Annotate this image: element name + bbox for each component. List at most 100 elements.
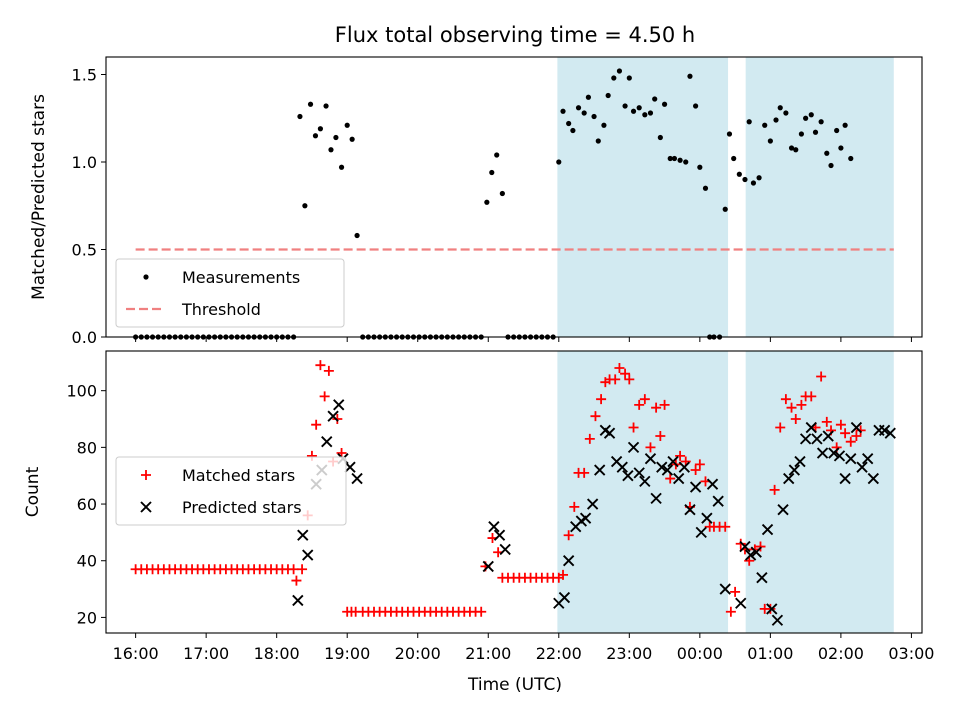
measurement-point xyxy=(489,169,495,176)
predicted-star-point xyxy=(650,492,662,505)
y-tick-label: 20 xyxy=(77,608,97,627)
measurement-point xyxy=(494,152,500,158)
measurement-point xyxy=(591,113,597,120)
matched-star-point xyxy=(332,414,343,425)
predicted-star-point xyxy=(627,441,640,454)
predicted-star-point xyxy=(777,504,789,516)
predicted-star-point xyxy=(656,461,668,473)
measurement-point xyxy=(323,103,329,109)
measurement-point xyxy=(585,94,592,100)
matched-star-point xyxy=(584,433,595,444)
matched-star-point xyxy=(620,368,631,379)
measurement-point xyxy=(630,108,637,114)
predicted-star-point xyxy=(833,450,846,462)
matched-star-point xyxy=(845,436,856,447)
x-tick-label: 00:00 xyxy=(677,644,723,663)
predicted-star-point xyxy=(788,464,801,476)
measurement-point xyxy=(581,110,587,116)
measurement-point xyxy=(636,105,642,111)
matched-star-point xyxy=(634,399,645,410)
predicted-star-point xyxy=(594,464,606,476)
measurement-point xyxy=(828,162,834,169)
matched-star-point xyxy=(780,394,791,405)
legend-label: Threshold xyxy=(181,300,261,319)
measurement-point xyxy=(570,127,576,134)
measurement-point xyxy=(566,120,572,127)
matched-star-point xyxy=(775,422,786,433)
measurement-point xyxy=(622,103,628,109)
predicted-star-point xyxy=(673,472,685,485)
matched-star-point xyxy=(806,391,817,402)
predicted-star-point xyxy=(719,583,731,595)
matched-star-point xyxy=(624,374,635,385)
measurement-point xyxy=(661,101,668,107)
measurement-point xyxy=(731,155,737,162)
y-tick-label: 1.0 xyxy=(72,153,97,172)
measurement-point xyxy=(338,164,345,170)
bottom-panel: 20 40 60 80 100 16:00 17:00 18:00 19:00 20:00 21:0… xyxy=(66,350,934,663)
predicted-star-point xyxy=(678,461,690,473)
predicted-star-point xyxy=(867,472,880,485)
predicted-star-point xyxy=(639,475,651,488)
measurement-point xyxy=(349,136,355,142)
y-tick-label: 80 xyxy=(77,438,97,457)
predicted-star-point xyxy=(321,436,333,448)
measurement-point xyxy=(687,73,693,79)
predicted-star-point xyxy=(689,481,702,493)
matched-star-point xyxy=(720,521,731,532)
measurement-point xyxy=(683,159,689,165)
predicted-star-point xyxy=(661,464,674,476)
predicted-star-point xyxy=(706,478,719,490)
predicted-star-point xyxy=(712,495,724,507)
measurement-point xyxy=(767,138,773,144)
matched-star-point xyxy=(851,431,862,442)
predicted-star-point xyxy=(344,461,356,473)
matched-star-point xyxy=(323,365,334,376)
measurement-point xyxy=(726,131,733,137)
measurement-point xyxy=(808,112,814,118)
measurement-point xyxy=(312,133,319,139)
x-tick-label: 20:00 xyxy=(395,644,441,663)
measurement-point xyxy=(736,171,742,177)
predicted-star-point xyxy=(735,597,747,609)
predicted-star-point xyxy=(327,410,339,422)
predicted-star-point xyxy=(799,433,812,445)
predicted-star-point xyxy=(603,427,616,439)
matched-star-point xyxy=(579,467,590,478)
predicted-star-point xyxy=(297,529,309,541)
measurement-point xyxy=(697,164,703,170)
predicted-star-point xyxy=(562,555,575,567)
predicted-star-point xyxy=(794,455,806,468)
measurement-point xyxy=(773,117,779,123)
matched-star-point xyxy=(659,399,670,410)
predicted-star-point xyxy=(499,543,511,556)
measurement-point xyxy=(605,92,611,99)
matched-star-point xyxy=(675,450,686,461)
matched-star-point xyxy=(569,501,580,512)
measurement-point xyxy=(333,134,339,141)
matched-star-point xyxy=(786,402,797,413)
legend: Measurements Threshold xyxy=(115,258,345,328)
y-tick-label: 60 xyxy=(77,495,97,514)
predicted-star-point xyxy=(862,453,874,465)
legend: Matched stars Predicted stars xyxy=(115,456,347,526)
matched-star-point xyxy=(315,360,326,371)
predicted-star-point xyxy=(586,498,599,510)
legend-label: Predicted stars xyxy=(182,498,302,517)
measurement-point xyxy=(803,115,809,121)
measurement-point xyxy=(702,185,709,191)
predicted-star-point xyxy=(845,453,857,465)
legend-box xyxy=(115,456,347,526)
measurement-point xyxy=(317,126,324,132)
matched-star-point xyxy=(476,606,487,617)
measurement-point xyxy=(671,155,678,162)
predicted-star-point xyxy=(811,433,823,445)
chart-title: Flux total observing time = 4.50 h xyxy=(335,23,695,47)
predicted-star-point xyxy=(878,424,891,437)
matched-star-point xyxy=(639,394,650,405)
predicted-star-point xyxy=(856,461,868,473)
predicted-star-point xyxy=(622,470,634,482)
y-tick-label: 100 xyxy=(66,382,97,401)
legend-marker-measurements xyxy=(143,274,149,280)
measurement-point xyxy=(756,175,762,181)
